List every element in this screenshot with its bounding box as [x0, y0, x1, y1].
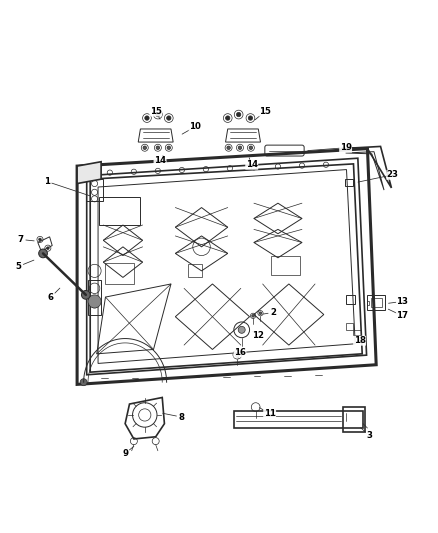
Text: 2: 2	[271, 308, 276, 317]
Text: 11: 11	[264, 409, 276, 418]
Text: 10: 10	[189, 122, 201, 131]
Circle shape	[252, 314, 254, 317]
Bar	[99, 197, 141, 225]
Bar	[343, 407, 365, 432]
Circle shape	[143, 146, 147, 149]
Circle shape	[238, 326, 245, 333]
Circle shape	[46, 247, 49, 249]
Circle shape	[248, 116, 253, 120]
Text: 12: 12	[252, 330, 264, 340]
Circle shape	[259, 312, 262, 314]
Circle shape	[80, 379, 87, 386]
Circle shape	[227, 146, 230, 149]
Circle shape	[235, 352, 240, 357]
Text: 7: 7	[17, 235, 23, 244]
Bar	[188, 264, 201, 277]
Text: 1: 1	[43, 177, 49, 186]
Circle shape	[238, 146, 242, 149]
Text: 17: 17	[396, 311, 409, 320]
Circle shape	[237, 112, 241, 117]
Text: 14: 14	[154, 156, 166, 165]
Text: 8: 8	[179, 413, 185, 422]
Circle shape	[39, 249, 47, 258]
Circle shape	[226, 116, 230, 120]
Text: 19: 19	[339, 143, 352, 152]
Bar	[353, 330, 361, 335]
Circle shape	[167, 146, 170, 149]
Text: 5: 5	[15, 262, 21, 271]
Bar	[346, 323, 353, 330]
Circle shape	[88, 295, 101, 308]
Bar	[367, 295, 385, 310]
Bar	[345, 179, 353, 186]
Circle shape	[166, 116, 171, 120]
Bar	[371, 298, 382, 307]
Circle shape	[156, 146, 159, 149]
Text: 18: 18	[353, 336, 366, 345]
Circle shape	[145, 116, 149, 120]
Bar	[88, 280, 101, 314]
Circle shape	[155, 112, 160, 117]
Bar	[272, 256, 300, 275]
Text: 16: 16	[234, 348, 246, 357]
Text: 15: 15	[150, 107, 162, 116]
Polygon shape	[77, 161, 101, 183]
Text: 23: 23	[387, 171, 399, 179]
Text: 9: 9	[122, 449, 128, 458]
Circle shape	[39, 238, 41, 241]
Bar	[234, 410, 363, 428]
Bar	[106, 263, 134, 284]
Text: 3: 3	[367, 431, 373, 440]
Bar	[346, 295, 355, 304]
Text: 13: 13	[396, 297, 408, 306]
Bar	[367, 301, 369, 305]
Circle shape	[249, 146, 253, 149]
Text: 14: 14	[246, 160, 258, 169]
Circle shape	[81, 290, 90, 299]
Text: 6: 6	[48, 293, 54, 302]
Text: 15: 15	[259, 107, 271, 116]
